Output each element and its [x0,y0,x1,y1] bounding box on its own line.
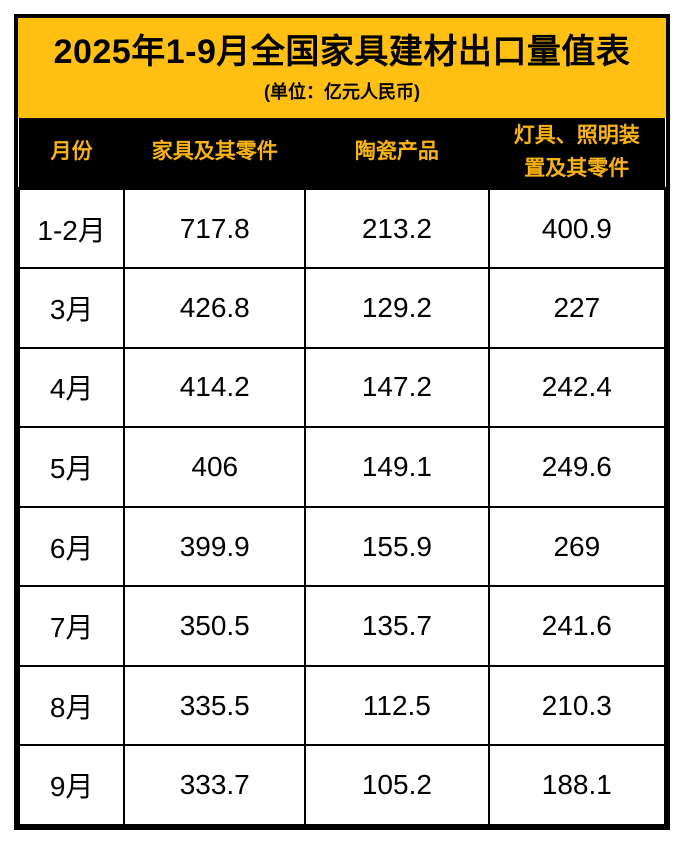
page-title: 2025年1-9月全国家具建材出口量值表 [53,32,631,71]
page-subtitle: (单位：亿元人民币) [264,82,420,103]
col-header-lighting-label: 灯具、照明装置及其零件 [513,124,640,180]
cell-month: 9月 [17,744,126,826]
cell-month: 3月 [17,267,126,349]
cell-furniture: 414.2 [123,346,307,429]
table-row: 4月 414.2 147.2 242.4 [17,346,667,429]
cell-lighting: 242.4 [487,346,667,429]
table-row: 3月 426.8 129.2 227 [17,267,667,349]
cell-ceramics: 147.2 [304,346,490,429]
table-header-row: 月份 家具及其零件 陶瓷产品 灯具、照明装置及其零件 [19,118,665,189]
cell-ceramics: 112.5 [304,664,490,747]
cell-lighting: 227 [487,267,667,349]
cell-furniture: 426.8 [123,267,307,349]
cell-month: 4月 [17,346,126,429]
cell-furniture: 406 [123,426,307,508]
col-header-lighting: 灯具、照明装置及其零件 [488,118,665,189]
title-band: 2025年1-9月全国家具建材出口量值表 (单位：亿元人民币) [18,18,666,118]
export-data-table: 月份 家具及其零件 陶瓷产品 灯具、照明装置及其零件 1-2月 717.8 21… [17,118,667,826]
cell-month: 1-2月 [17,187,126,270]
cell-furniture: 350.5 [123,585,307,667]
cell-lighting: 241.6 [487,585,667,667]
cell-ceramics: 155.9 [304,505,490,588]
col-header-furniture: 家具及其零件 [124,118,306,189]
cell-lighting: 269 [487,505,667,588]
cell-month: 7月 [17,585,126,667]
cell-ceramics: 213.2 [304,187,490,270]
table-row: 6月 399.9 155.9 269 [17,505,667,588]
col-header-month: 月份 [19,118,125,189]
table-row: 7月 350.5 135.7 241.6 [17,585,667,667]
cell-month: 6月 [17,505,126,588]
col-header-ceramics: 陶瓷产品 [305,118,489,189]
cell-ceramics: 149.1 [304,426,490,508]
cell-lighting: 210.3 [487,664,667,747]
cell-lighting: 188.1 [487,744,667,826]
cell-lighting: 400.9 [487,187,667,270]
cell-furniture: 333.7 [123,744,307,826]
table-row: 5月 406 149.1 249.6 [17,426,667,508]
cell-ceramics: 135.7 [304,585,490,667]
cell-ceramics: 129.2 [304,267,490,349]
table-row: 9月 333.7 105.2 188.1 [17,744,667,826]
cell-month: 8月 [17,664,126,747]
cell-furniture: 399.9 [123,505,307,588]
cell-furniture: 335.5 [123,664,307,747]
table-row: 8月 335.5 112.5 210.3 [17,664,667,747]
cell-month: 5月 [17,426,126,508]
cell-furniture: 717.8 [123,187,307,270]
table-row: 1-2月 717.8 213.2 400.9 [17,187,667,270]
cell-ceramics: 105.2 [304,744,490,826]
export-table-card: 2025年1-9月全国家具建材出口量值表 (单位：亿元人民币) 月份 家具及其零… [14,14,670,830]
cell-lighting: 249.6 [487,426,667,508]
